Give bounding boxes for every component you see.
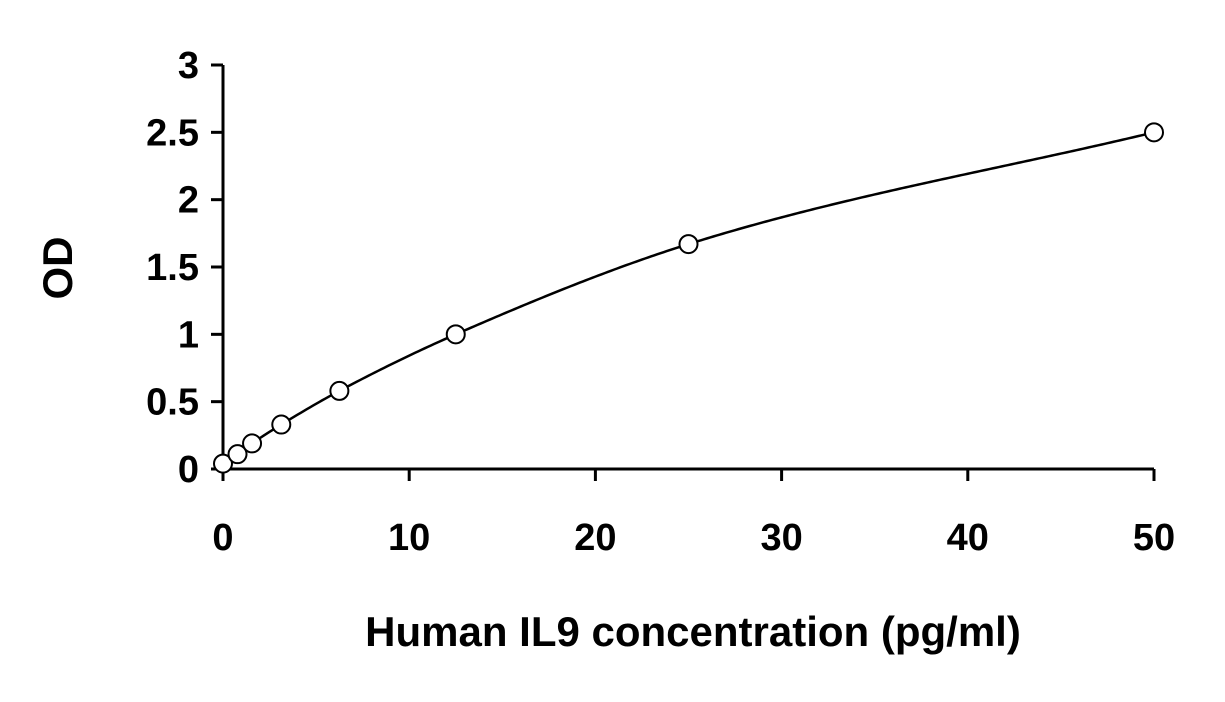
y-tick-label: 0.5 (146, 382, 199, 424)
data-point (242, 433, 263, 454)
data-points (213, 122, 1164, 474)
data-point (227, 444, 248, 465)
y-tick-label: 1.5 (146, 247, 199, 289)
fit-curve (222, 131, 1155, 465)
y-tick-label: 3 (178, 45, 199, 87)
x-tick-label: 50 (1133, 517, 1175, 559)
data-point (445, 324, 466, 345)
x-tick-label: 30 (760, 517, 802, 559)
x-tick-label: 40 (947, 517, 989, 559)
x-tick-label: 10 (388, 517, 430, 559)
data-point (1144, 122, 1164, 143)
y-tick-label: 0 (178, 449, 199, 491)
y-tick-label: 2 (178, 180, 199, 222)
data-point (678, 234, 699, 255)
x-tick-label: 20 (574, 517, 616, 559)
x-tick-label: 0 (212, 517, 233, 559)
y-tick-label: 2.5 (146, 112, 199, 154)
x-axis-title: Human IL9 concentration (pg/ml) (365, 608, 1021, 655)
y-tick-label: 1 (178, 314, 199, 356)
data-point (329, 380, 350, 401)
y-axis-title: OD (34, 237, 81, 300)
data-point (213, 453, 233, 474)
tick-labels: 00.511.522.530 10 20 30 40 50 (146, 45, 1175, 559)
data-point (271, 414, 292, 435)
fit-curve-layer (222, 131, 1155, 465)
axes (211, 63, 1156, 481)
